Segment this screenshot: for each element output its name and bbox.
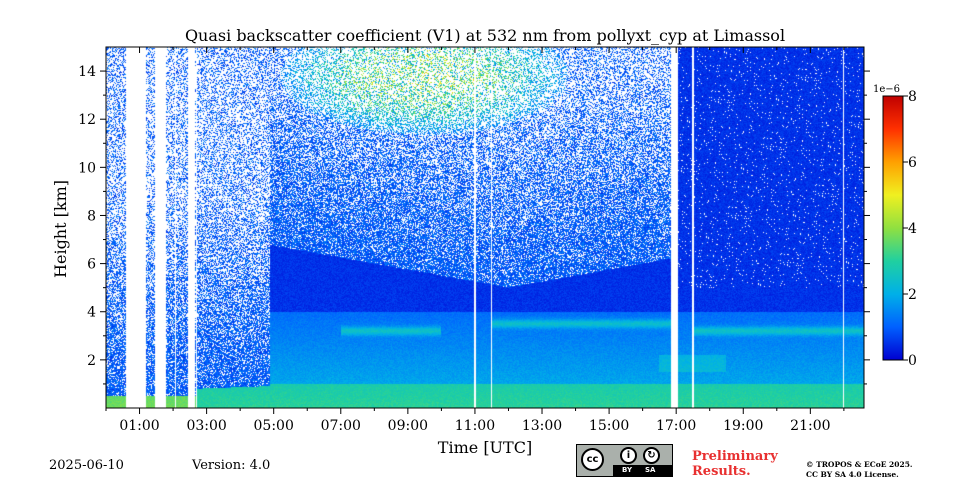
copyright-notice: © TROPOS & ECoE 2025. CC BY SA 4.0 Licen… — [806, 460, 913, 480]
y-tick-label: 12 — [78, 112, 96, 128]
y-tick-label: 4 — [87, 305, 96, 321]
copyright-line-1: © TROPOS & ECoE 2025. — [806, 460, 913, 469]
colorbar-multiplier: 1e−6 — [873, 84, 900, 95]
y-axis: 2 4 6 8 10 12 14 — [78, 64, 870, 385]
preliminary-results-label: Preliminary Results. — [692, 449, 778, 479]
x-tick-label: 05:00 — [254, 418, 294, 434]
y-tick-label: 14 — [78, 64, 96, 80]
cc-by-label: BY — [622, 466, 633, 474]
colorbar-tick-label: 6 — [908, 155, 917, 171]
x-tick-label: 01:00 — [119, 418, 159, 434]
share-alike-icon: ↻ — [643, 447, 660, 464]
copyright-line-2: CC BY SA 4.0 License. — [806, 470, 899, 479]
colorbar-tick-label: 2 — [908, 287, 917, 303]
colorbar-tick-label: 4 — [908, 221, 917, 237]
x-tick-label: 09:00 — [388, 418, 428, 434]
cc-sa-label: SA — [645, 466, 656, 474]
cc-badge-strip — [613, 465, 672, 476]
heatmap-image — [106, 47, 864, 408]
x-tick-label: 11:00 — [455, 418, 495, 434]
colorbar-bar — [882, 95, 904, 361]
colorbar-tick-label: 0 — [908, 353, 917, 369]
attribution-icon: i — [620, 447, 637, 464]
cc-icon: cc — [581, 448, 604, 471]
x-tick-label: 17:00 — [656, 418, 696, 434]
heatmap-field — [106, 47, 864, 408]
x-tick-label: 07:00 — [321, 418, 361, 434]
x-tick-label: 19:00 — [723, 418, 763, 434]
chart-title: Quasi backscatter coefficient (V1) at 53… — [185, 26, 785, 45]
y-axis-label: Height [km] — [51, 180, 70, 278]
cc-license-badge: cc i ↻ BY SA — [576, 444, 673, 477]
colorbar-tick-label: 8 — [908, 89, 917, 105]
x-tick-label: 03:00 — [186, 418, 226, 434]
x-axis: 01:00 03:00 05:00 07:00 09:00 11:00 13:00 15:00… — [105, 47, 845, 434]
date-label: 2025-06-10 — [49, 458, 124, 473]
plot-frame — [105, 46, 865, 409]
colorbar: 0 2 4 6 8 1e−6 — [873, 84, 917, 369]
x-tick-label: 13:00 — [522, 418, 562, 434]
version-label: Version: 4.0 — [192, 458, 271, 473]
y-tick-label: 6 — [87, 257, 96, 273]
x-tick-label: 21:00 — [790, 418, 830, 434]
x-axis-label: Time [UTC] — [438, 438, 532, 457]
cc-badge-left: cc — [577, 445, 613, 476]
y-tick-label: 8 — [87, 208, 96, 224]
y-tick-label: 2 — [87, 353, 96, 369]
x-tick-label: 15:00 — [589, 418, 629, 434]
y-tick-label: 10 — [78, 160, 96, 176]
